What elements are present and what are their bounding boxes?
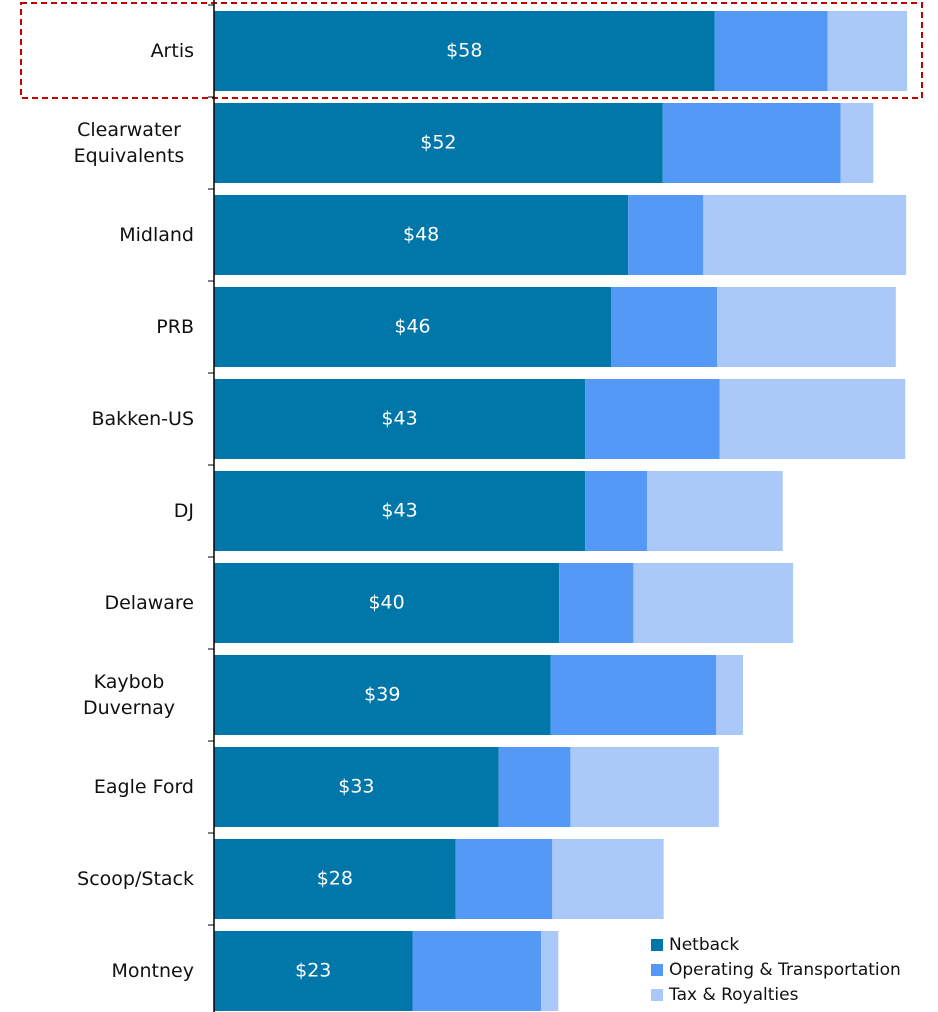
category-label: PRB [0,281,194,373]
bar-segment [455,839,553,919]
bar-segment [214,471,586,551]
category-label: Bakken-US [0,373,194,465]
value-label: $46 [394,316,430,338]
value-label: $52 [420,132,456,154]
category-label: Scoop/Stack [0,833,194,925]
bar-segment [719,379,906,459]
value-label: $40 [368,592,404,614]
bar-segment [214,11,715,91]
bar-segment [714,11,828,91]
bar-segment [552,839,664,919]
bar-segment [214,563,560,643]
highlight-box [20,2,923,99]
bar-segment [559,563,634,643]
bar-segment [717,287,896,367]
bar-segment [214,931,413,1011]
bar-segment [541,931,559,1011]
bar-segment [214,287,611,367]
legend-label: Operating & Transportation [669,960,901,980]
bar-segment [585,379,720,459]
category-label: Artis [0,5,194,97]
bar-segment [214,839,456,919]
bar-segment [610,287,718,367]
category-text: Scoop/Stack [77,868,194,890]
bar-segment [498,747,571,827]
bar-segment [703,195,907,275]
bar-segment [214,103,663,183]
value-label: $28 [317,868,353,890]
legend-swatch [651,964,663,976]
category-label: Midland [0,189,194,281]
value-label: $48 [403,224,439,246]
bar-segment [662,103,841,183]
category-text: DJ [173,500,194,522]
category-text: Artis [150,40,194,62]
value-label: $43 [381,408,417,430]
bar-segment [585,471,648,551]
category-text: Kaybob Duvernay [82,671,175,719]
bar-segment [633,563,794,643]
bar-segment [647,471,783,551]
legend-swatch [651,939,663,951]
value-label: $58 [446,40,482,62]
category-text: Midland [119,224,194,246]
category-text: Delaware [104,592,194,614]
category-text: Bakken-US [91,408,194,430]
category-label: Clearwater Equivalents [0,97,194,189]
bar-segment [716,655,744,735]
bar-segment [214,379,586,459]
category-text: PRB [156,316,194,338]
bar-segment [214,655,551,735]
bar-segment [214,747,499,827]
category-label: Delaware [0,557,194,649]
category-label: Eagle Ford [0,741,194,833]
category-label: Kaybob Duvernay [0,649,194,741]
bar-segment [840,103,874,183]
bar-segment [550,655,717,735]
legend-swatch [651,989,663,1001]
category-label: Montney [0,925,195,1012]
category-text: Montney [111,960,195,982]
bar-segment [214,195,629,275]
value-label: $39 [364,684,400,706]
bar-segment [412,931,542,1011]
bar-segment [628,195,704,275]
category-text: Clearwater Equivalents [73,119,185,167]
value-label: $43 [381,500,417,522]
legend-label: Netback [669,935,739,955]
category-label: DJ [0,465,194,557]
legend-label: Tax & Royalties [668,985,799,1005]
category-text: Eagle Ford [93,776,194,798]
value-label: $33 [338,776,374,798]
bar-segment [827,11,907,91]
value-label: $23 [295,960,331,982]
bar-segment [570,747,719,827]
